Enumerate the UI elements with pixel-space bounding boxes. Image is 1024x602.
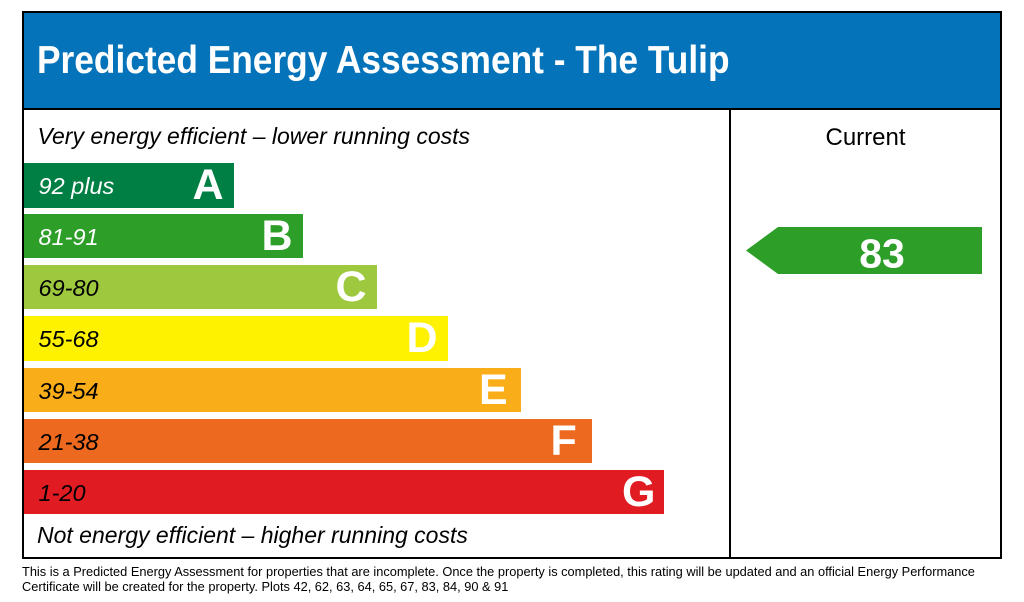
svg-text:83: 83 bbox=[859, 231, 905, 275]
